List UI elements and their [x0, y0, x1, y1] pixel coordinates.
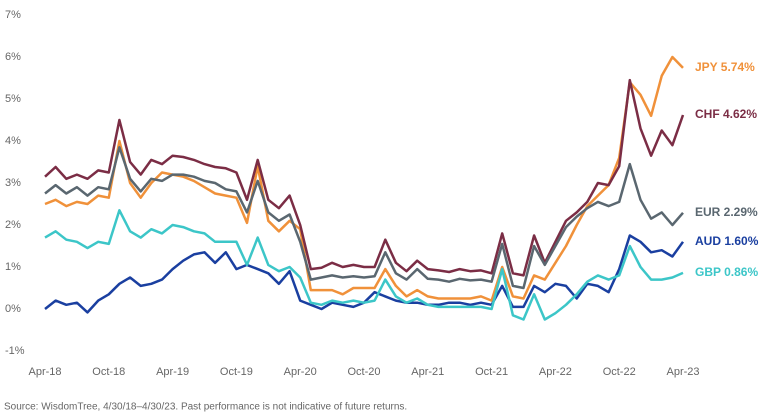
series-line	[44, 234, 685, 314]
y-tick-label: 3%	[5, 177, 21, 189]
x-tick-label: Oct-18	[92, 366, 125, 378]
x-tick-label: Oct-22	[603, 366, 636, 378]
x-tick-label: Oct-21	[475, 366, 508, 378]
series-label: GBP 0.86%	[695, 265, 758, 279]
y-tick-label: 5%	[5, 93, 21, 105]
y-tick-label: 2%	[5, 219, 21, 231]
series-line	[44, 55, 684, 302]
series-line	[44, 146, 684, 290]
x-tick-label: Apr-23	[666, 366, 699, 378]
y-tick-label: 1%	[5, 261, 21, 273]
x-tick-label: Oct-19	[220, 366, 253, 378]
x-tick-label: Oct-20	[347, 366, 380, 378]
y-tick-label: 4%	[5, 135, 21, 147]
x-tick-label: Apr-18	[28, 366, 61, 378]
series-label: EUR 2.29%	[695, 205, 758, 219]
x-tick-label: Apr-21	[411, 366, 444, 378]
y-tick-label: 0%	[5, 303, 21, 315]
series-line	[44, 209, 684, 321]
y-tick-label: 6%	[5, 51, 21, 63]
series-label: JPY 5.74%	[695, 60, 755, 74]
x-tick-label: Apr-19	[156, 366, 189, 378]
series-label: CHF 4.62%	[695, 107, 757, 121]
source-note: Source: WisdomTree, 4/30/18–4/30/23. Pas…	[4, 402, 407, 413]
x-tick-label: Apr-20	[284, 366, 317, 378]
y-tick-label: 7%	[5, 9, 21, 21]
y-tick-label: -1%	[5, 345, 25, 357]
x-tick-label: Apr-22	[539, 366, 572, 378]
series-line	[44, 78, 685, 277]
series-label: AUD 1.60%	[695, 234, 759, 248]
